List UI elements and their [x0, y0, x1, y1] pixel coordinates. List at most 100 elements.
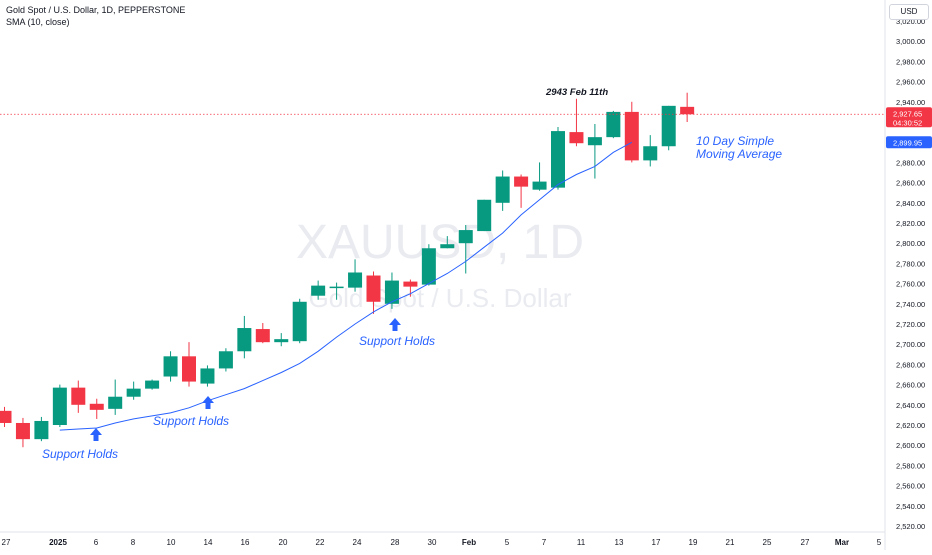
sma-badge — [886, 136, 932, 149]
candle-body — [89, 403, 104, 410]
candle-body — [477, 199, 492, 232]
x-tick-label: 13 — [615, 538, 624, 547]
x-tick-label: 5 — [877, 538, 882, 547]
candle-body — [384, 280, 399, 304]
candle-body — [311, 285, 326, 296]
support-arrow-icon — [389, 318, 401, 331]
candle-body — [624, 111, 639, 161]
candle-body — [403, 281, 418, 287]
candle-body — [145, 380, 160, 389]
candle-body — [569, 132, 584, 144]
y-tick-label: 2,520.00 — [896, 522, 925, 531]
candle-body — [0, 410, 12, 423]
watermark-name: Gold Spot / U.S. Dollar — [309, 283, 572, 313]
x-tick-label: 6 — [94, 538, 99, 547]
y-tick-label: 2,760.00 — [896, 280, 925, 289]
candle-body — [440, 244, 455, 249]
candle-body — [421, 248, 436, 285]
x-tick-label: 27 — [801, 538, 810, 547]
candle-body — [108, 396, 123, 409]
x-tick-label: 5 — [505, 538, 510, 547]
x-tick-label: 10 — [167, 538, 176, 547]
candle-body — [661, 105, 676, 147]
candle-body — [514, 176, 529, 187]
candle-body — [458, 230, 473, 244]
x-tick-label: Mar — [835, 538, 849, 547]
sma-value: 2,899.95 — [893, 138, 922, 147]
x-tick-label: 17 — [652, 538, 661, 547]
candle-body — [643, 146, 658, 161]
x-tick-label: 27 — [2, 538, 11, 547]
candle-body — [218, 351, 233, 369]
y-tick-label: 3,020.00 — [896, 17, 925, 26]
candle-body — [15, 422, 30, 440]
x-tick-label: 24 — [353, 538, 362, 547]
watermark-symbol: XAUUSD, 1D — [296, 216, 584, 269]
candle-body — [680, 106, 695, 115]
currency-button[interactable]: USD — [889, 4, 929, 20]
y-tick-label: 2,800.00 — [896, 239, 925, 248]
y-tick-label: 2,660.00 — [896, 381, 925, 390]
candle-body — [182, 356, 196, 382]
support-arrow-icon — [202, 396, 214, 409]
indicator-label[interactable]: SMA (10, close) — [6, 17, 70, 27]
y-tick-label: 2,780.00 — [896, 259, 925, 268]
y-tick-label: 2,700.00 — [896, 340, 925, 349]
y-tick-label: 2,600.00 — [896, 441, 925, 450]
candle-body — [34, 420, 49, 440]
candle-body — [495, 176, 510, 203]
candle-body — [532, 181, 547, 190]
y-tick-label: 2,960.00 — [896, 78, 925, 87]
x-tick-label: 20 — [279, 538, 288, 547]
x-tick-label: 21 — [726, 538, 735, 547]
sma-line — [59, 141, 633, 431]
y-tick-label: 2,880.00 — [896, 158, 925, 167]
y-tick-label: 2,540.00 — [896, 502, 925, 511]
y-tick-label: 3,000.00 — [896, 37, 925, 46]
last-price-badge — [886, 107, 932, 128]
y-tick-label: 2,680.00 — [896, 360, 925, 369]
x-tick-label: 2025 — [49, 538, 67, 547]
y-tick-label: 2,560.00 — [896, 482, 925, 491]
candle-body — [606, 111, 621, 138]
candle-body — [237, 328, 252, 352]
x-tick-label: 19 — [689, 538, 698, 547]
annotation-text: Support Holds — [42, 447, 118, 461]
countdown-value: 04:30:52 — [893, 118, 922, 127]
candle-body — [255, 329, 270, 343]
candle-body — [587, 137, 602, 146]
candle-body — [329, 286, 344, 289]
annotation-text: 10 Day Simple — [696, 134, 774, 148]
x-tick-label: 30 — [428, 538, 437, 547]
y-tick-label: 2,620.00 — [896, 421, 925, 430]
y-tick-label: 2,820.00 — [896, 219, 925, 228]
candle-body — [126, 388, 141, 397]
last-price-value: 2,927.65 — [893, 109, 922, 118]
candle-body — [366, 275, 381, 302]
x-tick-label: 28 — [391, 538, 400, 547]
candle-body — [71, 387, 86, 405]
x-tick-label: 16 — [241, 538, 250, 547]
candle-body — [200, 368, 215, 384]
annotation-text: Moving Average — [696, 147, 782, 161]
candle-body — [292, 301, 307, 342]
y-tick-label: 2,720.00 — [896, 320, 925, 329]
y-tick-label: 2,840.00 — [896, 199, 925, 208]
x-tick-label: 8 — [131, 538, 136, 547]
chart-title: Gold Spot / U.S. Dollar, 1D, PEPPERSTONE — [6, 5, 186, 15]
y-tick-label: 2,860.00 — [896, 179, 925, 188]
annotation-text: Support Holds — [153, 414, 229, 428]
candle-body — [163, 356, 178, 377]
annotation-text: 2943 Feb 11th — [545, 87, 608, 98]
x-tick-label: Feb — [462, 538, 476, 547]
support-arrow-icon — [90, 428, 102, 441]
y-tick-label: 2,980.00 — [896, 57, 925, 66]
candle-body — [52, 387, 67, 425]
x-tick-label: 25 — [763, 538, 772, 547]
annotation-text: Support Holds — [359, 334, 435, 348]
y-tick-label: 2,640.00 — [896, 401, 925, 410]
candle-body — [274, 339, 289, 343]
x-tick-label: 7 — [542, 538, 547, 547]
